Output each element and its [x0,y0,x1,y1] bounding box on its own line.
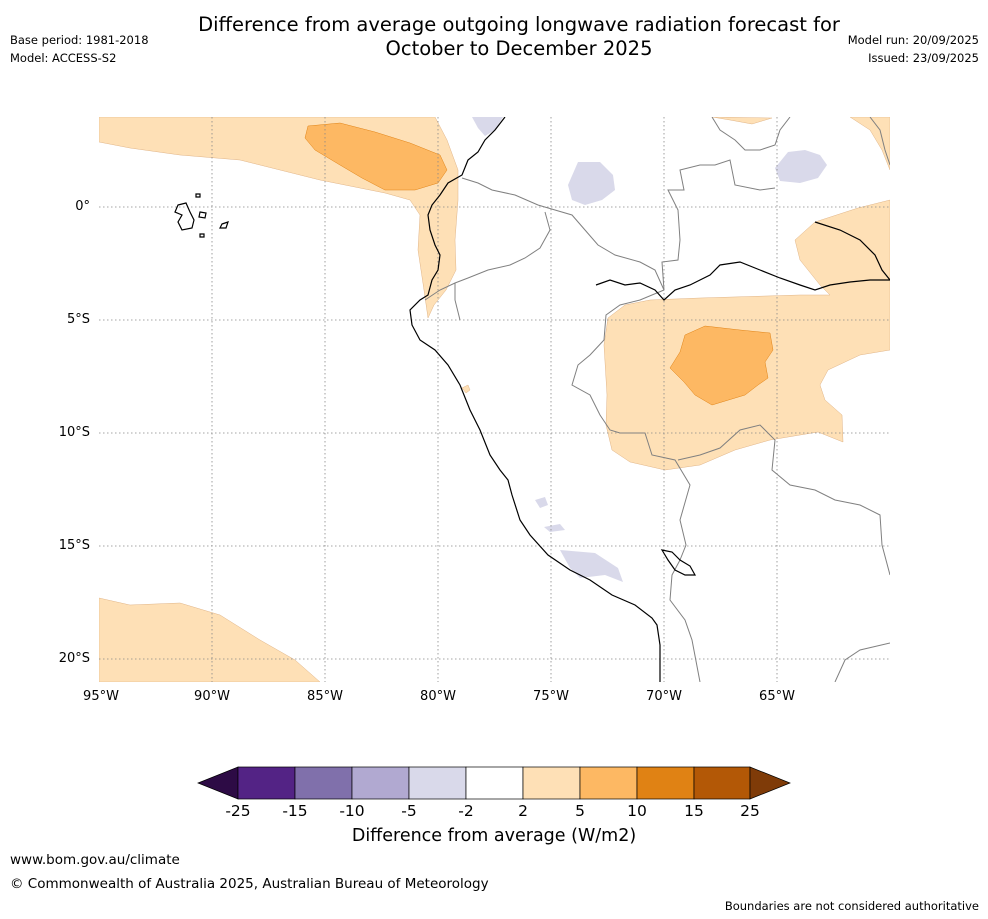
anomaly-neg-light-2 [568,162,615,205]
anomaly-neg-light-4 [560,550,623,582]
lon-label-85w: 85°W [307,689,343,704]
colorbar-title: Difference from average (W/m2) [351,826,637,846]
colorbar-swatch-3 [351,766,410,800]
colorbar-swatch-7 [579,766,638,800]
border-guyana [869,117,890,166]
footer-url: www.bom.gov.au/climate [10,852,180,868]
border-colombia-venezuela-brazil [661,159,776,291]
border-ecuador-peru [424,211,551,301]
lon-label-90w: 90°W [194,689,230,704]
map-plot-area [99,117,890,682]
island-santa-cruz [198,211,207,219]
anomaly-pos-mid-pacific [304,122,448,191]
galapagos-islands [174,193,229,238]
footer-copyright: © Commonwealth of Australia 2025, Austra… [10,876,489,892]
colorbar-swatch-5 [465,766,524,800]
lat-label-0: 0° [75,199,90,214]
colorbar-tick-3: -10 [339,802,365,820]
colorbar-tick-1: -25 [225,802,251,820]
colorbar-swatch-1 [237,766,296,800]
border-peru-north [454,283,461,321]
coast-pacific [409,117,661,682]
colorbar-tick-7: 5 [575,802,585,820]
issued-date: Issued: 23/09/2025 [868,51,979,65]
colorbar-tick-10: 25 [740,802,760,820]
meta-left: Base period: 1981-2018 Model: ACCESS-S2 [10,31,149,67]
colorbar-swatch-6 [522,766,581,800]
model-run: Model run: 20/09/2025 [847,33,979,47]
anomaly-neg-light-1 [472,117,503,136]
meta-right: Model run: 20/09/2025 Issued: 23/09/2025 [848,31,979,67]
title-line-2: October to December 2025 [385,37,653,60]
lat-label-10s: 10°S [58,425,90,440]
lon-label-65w: 65°W [759,689,795,704]
colorbar [197,766,791,800]
colorbar-tick-4: -5 [401,802,417,820]
anomaly-neg-light-3 [775,150,827,183]
colorbar-tick-6: 2 [518,802,528,820]
border-bolivia-chile [669,559,701,682]
lat-label-20s: 20°S [58,651,90,666]
lat-label-5s: 5°S [66,312,90,327]
colorbar-tick-2: -15 [282,802,308,820]
base-period: Base period: 1981-2018 [10,33,149,47]
colorbar-tick-8: 10 [627,802,647,820]
anomaly-pos-light-coast-spot [461,384,471,394]
anomaly-pos-mid-amazon [669,325,774,406]
anomaly-pos-light-southwest [99,597,321,682]
coast-atlantic-north [814,221,890,281]
anomaly-neg-light-5 [535,497,548,508]
border-argentina [834,642,890,682]
title-line-1: Difference from average outgoing longwav… [198,13,840,36]
chart-title: Difference from average outgoing longwav… [150,13,888,61]
border-bolivia-brazil [677,424,890,576]
country-borders [424,117,890,682]
anomaly-neg-light-6 [544,524,565,532]
lon-label-75w: 75°W [533,689,569,704]
island-south [199,233,205,238]
lake-titicaca [660,549,697,576]
coastlines [409,117,890,682]
border-peru-brazil [571,289,691,561]
island-isabela [174,202,195,231]
colorbar-tick-9: 15 [684,802,704,820]
lon-label-70w: 70°W [646,689,682,704]
anomaly-pos-light-northeast [711,117,890,171]
river-amazon [595,261,890,301]
lat-label-15s: 15°S [58,538,90,553]
colorbar-swatch-9 [693,766,751,800]
colorbar-arrow-min [197,766,239,800]
footer-note: Boundaries are not considered authoritat… [724,899,979,913]
border-northeast [711,117,791,151]
colorbar-swatch-2 [294,766,353,800]
colorbar-swatch-8 [636,766,695,800]
colorbar-arrow-max [749,766,791,800]
colorbar-swatch-4 [408,766,467,800]
island-san-cristobal [219,221,229,229]
model-name: Model: ACCESS-S2 [10,51,117,65]
island-north [195,193,201,198]
colorbar-tick-5: -2 [458,802,474,820]
lon-label-95w: 95°W [83,689,119,704]
lon-label-80w: 80°W [420,689,456,704]
border-colombia-ecuador [461,177,665,291]
